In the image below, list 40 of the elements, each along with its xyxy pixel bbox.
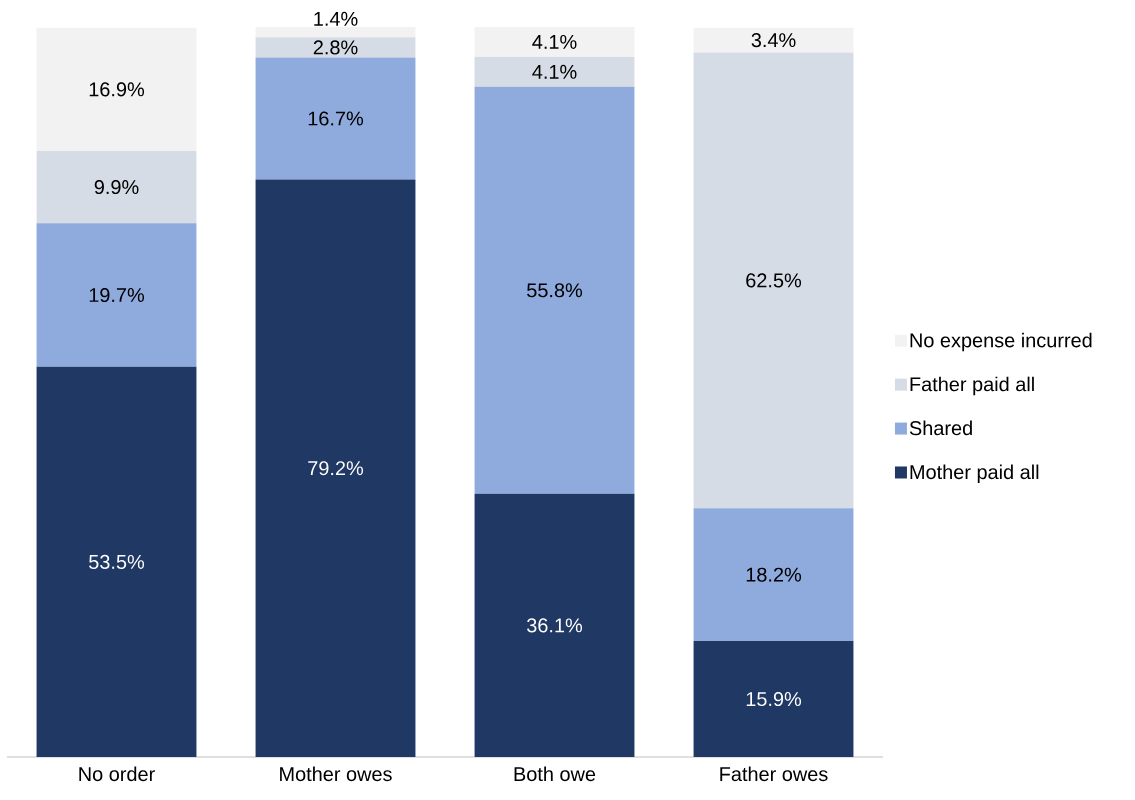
bar (255, 179, 416, 757)
x-tick-label: Both owe (514, 766, 596, 782)
data-label: 4.1% (532, 34, 577, 49)
bar (474, 86, 635, 494)
x-tick-label: Father owes (720, 766, 828, 782)
data-label: 3.4% (751, 33, 796, 48)
data-label: 2.8% (313, 40, 358, 55)
data-label: 79.2% (308, 461, 364, 476)
bar (255, 57, 416, 180)
bar (474, 493, 635, 757)
data-label: 55.8% (527, 283, 583, 298)
data-label: 62.5% (746, 273, 802, 288)
data-label: 15.9% (746, 691, 802, 707)
data-label: 16.9% (89, 82, 145, 97)
data-label: 19.7% (89, 287, 145, 303)
data-label: 4.1% (532, 64, 577, 79)
data-label: 1.4% (314, 11, 358, 26)
x-tick-label: No order (79, 766, 155, 782)
data-label: 36.1% (527, 618, 583, 633)
bar (255, 37, 416, 58)
bar (255, 26, 416, 38)
legend-label: Father paid all (910, 376, 1034, 396)
bar (693, 641, 854, 757)
bar (693, 508, 854, 642)
data-label: 53.5% (89, 554, 145, 569)
legend-label: Mother paid all (910, 464, 1039, 484)
x-tick-label: Mother owes (280, 766, 392, 782)
legend-label: No expense incurred (910, 332, 1092, 352)
bar (693, 27, 854, 53)
bar (36, 150, 197, 224)
data-label: 9.9% (94, 180, 139, 195)
bar (474, 56, 635, 87)
bar (474, 26, 635, 57)
bar (36, 366, 197, 757)
data-label: 18.2% (746, 567, 802, 582)
bar (36, 27, 197, 151)
legend-label: Shared (909, 420, 972, 436)
bar (693, 52, 854, 509)
bar (36, 223, 197, 367)
data-label: 16.7% (308, 111, 364, 126)
